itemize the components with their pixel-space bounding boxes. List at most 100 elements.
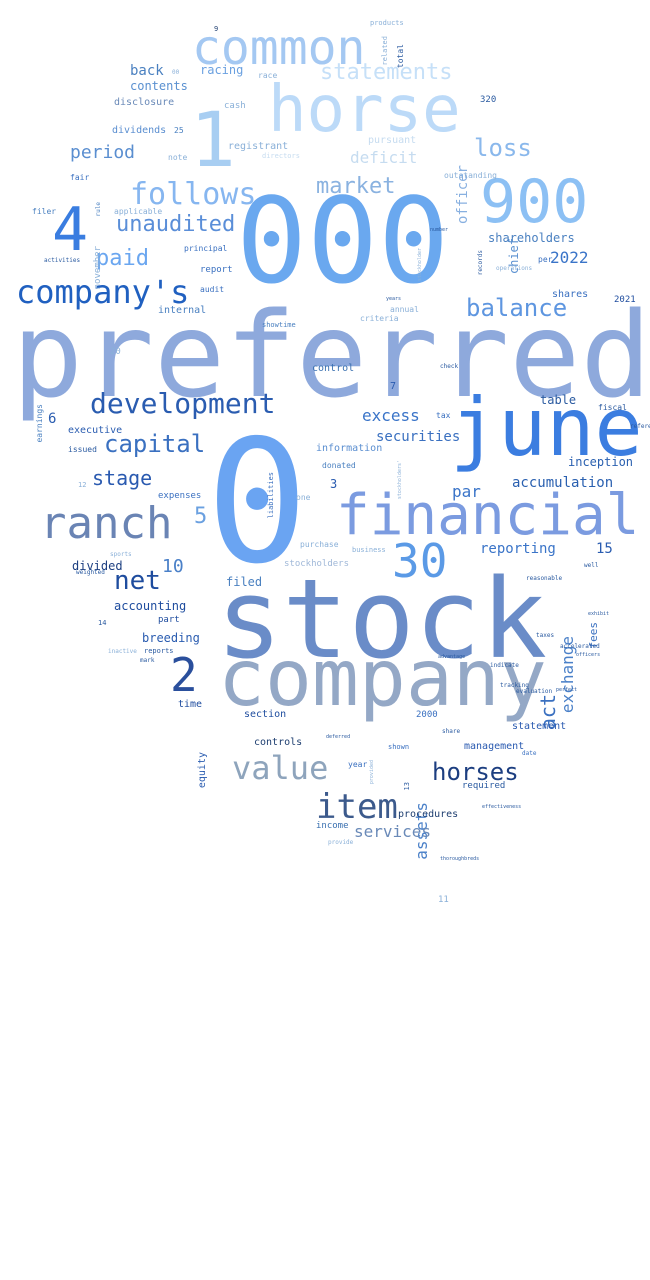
word-market: market [316, 174, 396, 199]
word-number: number [430, 227, 449, 233]
word-item: item [316, 787, 398, 827]
word-15: 15 [596, 541, 613, 557]
word-disclosure: disclosure [114, 97, 175, 108]
word-000: 000 [236, 172, 450, 310]
word-stockholders: stockholders [284, 559, 350, 569]
word-divided: divided [72, 559, 123, 573]
word-operations: operations [496, 265, 533, 272]
word-principal: principal [184, 244, 228, 253]
word-section: section [244, 709, 287, 720]
word-stockholder: stockholder [417, 248, 423, 282]
word-12: 12 [78, 481, 87, 489]
word-weighted: weighted [76, 569, 105, 576]
word-3: 3 [330, 477, 338, 491]
word-sports: sports [110, 551, 132, 558]
word-related: related [381, 36, 389, 66]
word-contents: contents [130, 79, 188, 93]
word-securities: securities [376, 429, 461, 445]
word-unaudited: unaudited [116, 212, 236, 237]
word-fiscal: fiscal [598, 403, 627, 412]
word-executive: executive [68, 425, 123, 436]
word-year: year [348, 760, 368, 769]
word-effectiveness: effectiveness [482, 804, 522, 810]
word-tax: tax [436, 411, 451, 420]
word-stock: stock [216, 555, 548, 683]
word-perfect: perfect [556, 687, 578, 693]
word-thoroughbreds: thoroughbreds [440, 856, 480, 862]
word-2022: 2022 [550, 248, 589, 267]
word-paid: paid [96, 246, 149, 271]
word-breeding: breeding [142, 631, 200, 645]
word-part: part [158, 615, 180, 625]
word-pursuant: pursuant [368, 135, 417, 146]
word-income: income [316, 821, 349, 831]
word-time: time [178, 699, 203, 710]
word-ranch: ranch [40, 498, 173, 549]
word-filed: filed [226, 575, 263, 589]
word-reports: reports [144, 647, 174, 655]
word-period: period [70, 142, 136, 163]
word-dividends: dividends [112, 125, 167, 136]
word-showtime: showtime [262, 321, 296, 329]
word-total: total [396, 44, 405, 69]
word-follows: follows [130, 177, 257, 212]
word-2000: 2000 [416, 710, 438, 720]
word-expenses: expenses [158, 491, 202, 501]
word-net: net [114, 566, 161, 596]
word-cash: cash [224, 101, 246, 111]
word-statements: statements [320, 60, 453, 85]
word-financial: financial [336, 483, 640, 548]
word-rule: rule [95, 202, 102, 217]
word-racing: racing [200, 63, 244, 77]
word-25: 25 [174, 126, 184, 135]
word-2: 2 [170, 648, 198, 702]
word-liabilities: liabilities [267, 472, 275, 519]
word-preferred: preferred [12, 286, 650, 424]
word-accounting: accounting [114, 599, 187, 613]
word-loss: loss [474, 134, 532, 162]
word-provide: provide [328, 839, 354, 846]
word-information: information [316, 443, 383, 454]
word-statement: statement [512, 721, 567, 732]
word-check: check [440, 363, 459, 370]
word-reference: reference [630, 423, 650, 430]
word-date: date [522, 750, 537, 757]
word-company-s: company's [16, 273, 190, 311]
word-table: table [540, 393, 577, 407]
word-inception: inception [568, 455, 634, 469]
word-note: note [168, 153, 188, 162]
word-accumulation: accumulation [512, 475, 614, 491]
word-race: race [258, 71, 278, 80]
word-controls: controls [254, 737, 303, 748]
word-exhibit: exhibit [588, 611, 610, 617]
word-320: 320 [480, 95, 497, 105]
word-reporting: reporting [480, 541, 556, 557]
word-tracking: tracking [500, 682, 529, 689]
word-directors: directors [262, 152, 300, 160]
word-officers: officers [576, 652, 601, 658]
word-provided: provided [369, 760, 375, 785]
word-horse: horse [268, 73, 461, 147]
word-1: 1 [190, 95, 236, 184]
word-june: june [450, 381, 643, 474]
word-applicable: applicable [114, 207, 163, 216]
word-00: 00 [172, 69, 180, 76]
word-deferred: deferred [326, 734, 351, 740]
word-inactive: inactive [108, 648, 137, 655]
word-internal: internal [158, 305, 207, 316]
word-capital: capital [104, 430, 206, 458]
word-audit: audit [200, 285, 225, 294]
word-14: 14 [98, 619, 107, 627]
word-registrant: registrant [228, 141, 289, 152]
word-november: november [93, 246, 103, 290]
word-shown: shown [388, 743, 410, 751]
word-balance: balance [466, 294, 568, 322]
word-shareholders: shareholders [488, 231, 575, 245]
word-4: 4 [52, 195, 89, 265]
word-7: 7 [390, 381, 397, 392]
word-back: back [130, 63, 164, 79]
word-deficit: deficit [350, 148, 418, 167]
word-services: services [354, 822, 432, 841]
word-stockholders: stockholders' [397, 460, 403, 500]
word-management: management [464, 741, 525, 752]
